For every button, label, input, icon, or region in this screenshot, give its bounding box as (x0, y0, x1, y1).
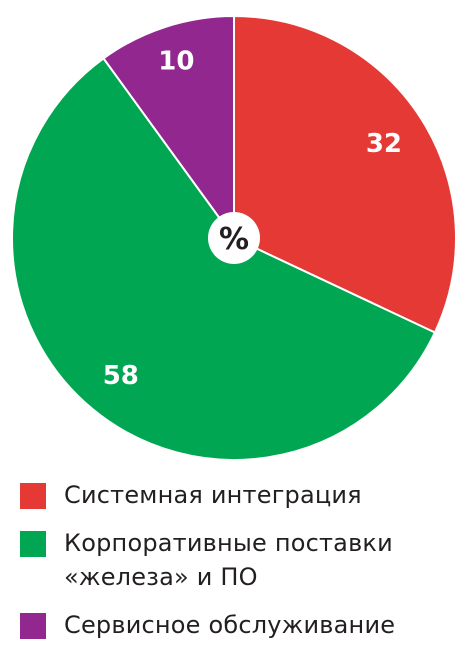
legend-label: Корпоративные поставки «железа» и ПО (64, 529, 393, 591)
slice-value-label-0: 32 (366, 129, 402, 159)
slice-value-label-1: 58 (103, 361, 139, 391)
legend-item-service: Сервисное обслуживание (20, 608, 460, 642)
legend-item-system-integration: Системная интеграция (20, 478, 460, 512)
legend-swatch-red (20, 483, 46, 509)
pie-slice-0 (233, 14, 457, 334)
legend-label: Системная интеграция (64, 481, 362, 509)
legend-item-corporate-supply: Корпоративные поставки «железа» и ПО (20, 526, 460, 594)
pie-chart: 32 58 10 % (11, 14, 457, 461)
slice-value-label-2: 10 (158, 47, 194, 77)
legend: Системная интеграция Корпоративные поста… (20, 478, 460, 656)
legend-swatch-green (20, 531, 46, 557)
legend-label: Сервисное обслуживание (64, 611, 396, 639)
center-badge (208, 212, 260, 264)
pie-slice-2 (102, 14, 235, 242)
legend-swatch-purple (20, 613, 46, 639)
center-percent-label: % (219, 222, 249, 257)
